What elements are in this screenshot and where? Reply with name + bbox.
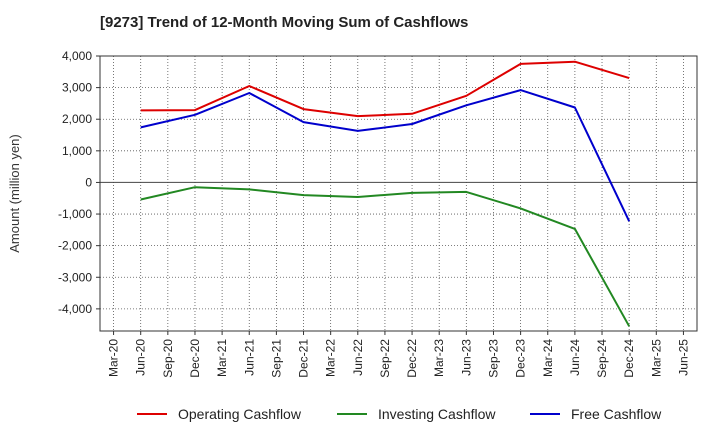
legend-label: Investing Cashflow <box>378 406 496 422</box>
y-tick-label: 0 <box>85 175 92 189</box>
x-tick-label: Mar-24 <box>541 339 555 377</box>
plot-border <box>99 55 698 332</box>
x-tick-label: Sep-21 <box>269 339 283 378</box>
legend-label: Free Cashflow <box>571 406 662 422</box>
x-tick-label: Dec-22 <box>405 339 419 378</box>
x-tick-label: Dec-24 <box>622 339 636 378</box>
x-tick-label: Jun-22 <box>351 339 365 376</box>
x-tick-label: Mar-23 <box>432 339 446 377</box>
x-tick-label: Jun-21 <box>242 339 256 376</box>
y-tick-label: -1,000 <box>58 207 92 221</box>
y-tick-label: -3,000 <box>58 270 92 284</box>
x-tick-label: Mar-21 <box>215 339 229 377</box>
x-tick-label: Mar-25 <box>649 339 663 377</box>
x-tick-label: Sep-22 <box>378 339 392 378</box>
x-tick-label: Jun-23 <box>459 339 473 376</box>
x-tick-label: Dec-23 <box>514 339 528 378</box>
y-axis-title: Amount (million yen) <box>7 134 22 253</box>
x-tick-label: Dec-20 <box>188 339 202 378</box>
x-tick-label: Sep-23 <box>486 339 500 378</box>
y-tick-label: -2,000 <box>58 239 92 253</box>
y-tick-label: 4,000 <box>62 49 92 63</box>
series-line-investing-cashflow <box>140 186 631 327</box>
y-tick-label: 1,000 <box>62 144 92 158</box>
x-tick-label: Jun-24 <box>568 339 582 376</box>
series-line-operating-cashflow <box>140 60 630 118</box>
chart-title: [9273] Trend of 12-Month Moving Sum of C… <box>100 14 469 31</box>
y-tick-label: 3,000 <box>62 81 92 95</box>
x-tick-label: Mar-22 <box>324 339 338 377</box>
x-tick-label: Mar-20 <box>107 339 121 377</box>
y-tick-label: -4,000 <box>58 302 92 316</box>
y-tick-label: 2,000 <box>62 112 92 126</box>
x-tick-label: Sep-20 <box>161 339 175 378</box>
x-tick-label: Sep-24 <box>595 339 609 378</box>
x-tick-label: Jun-25 <box>676 339 690 376</box>
x-tick-label: Jun-20 <box>134 339 148 376</box>
legend-label: Operating Cashflow <box>178 406 302 422</box>
series-line-free-cashflow <box>140 89 631 222</box>
x-tick-label: Dec-21 <box>297 339 311 378</box>
